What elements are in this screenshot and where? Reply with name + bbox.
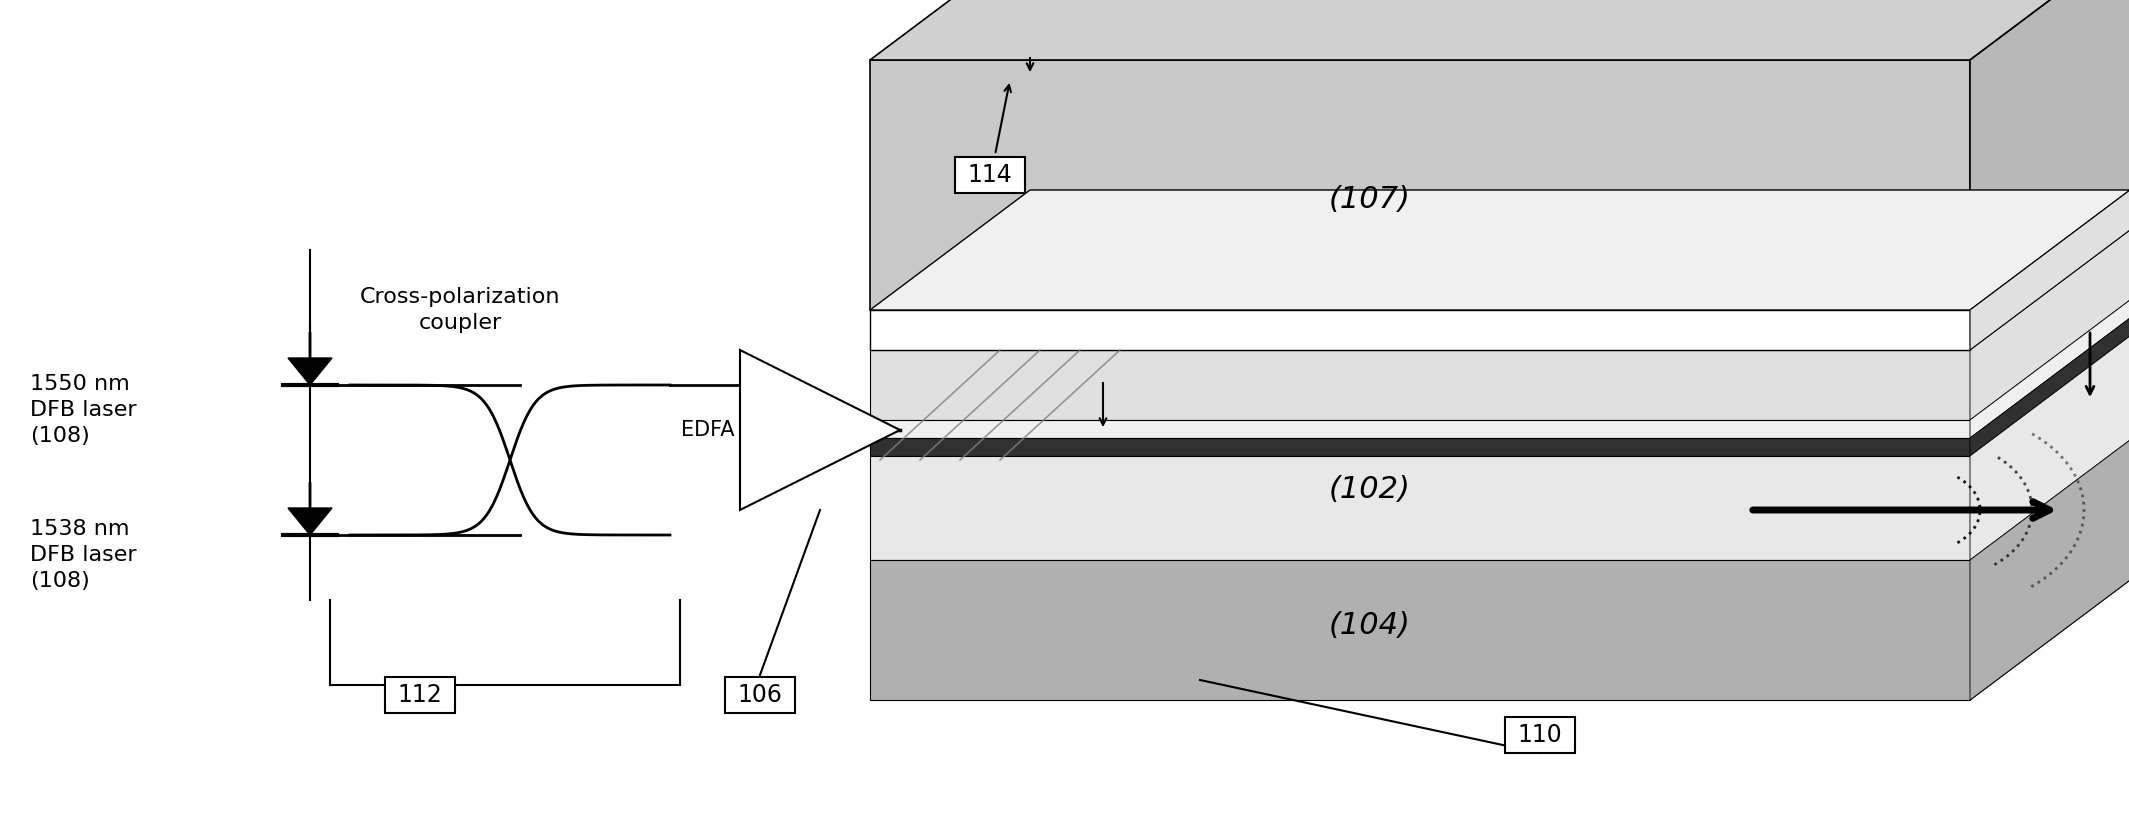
- Polygon shape: [1969, 230, 2129, 700]
- Polygon shape: [1969, 318, 2129, 456]
- Text: 106: 106: [737, 683, 783, 707]
- Polygon shape: [871, 456, 1969, 560]
- Text: (107): (107): [1328, 186, 1412, 215]
- Polygon shape: [1969, 300, 2129, 438]
- Polygon shape: [871, 420, 1969, 438]
- Polygon shape: [871, 310, 1969, 350]
- Polygon shape: [871, 190, 2129, 310]
- FancyBboxPatch shape: [956, 157, 1024, 193]
- Polygon shape: [1969, 0, 2129, 310]
- Text: 112: 112: [398, 683, 443, 707]
- Text: EDFA: EDFA: [681, 420, 735, 440]
- Polygon shape: [871, 230, 2129, 350]
- Polygon shape: [871, 60, 1969, 310]
- Text: 114: 114: [967, 163, 1013, 187]
- Polygon shape: [871, 560, 1969, 700]
- Text: 1550 nm
DFB laser
(108): 1550 nm DFB laser (108): [30, 374, 136, 447]
- Text: Cross-polarization
coupler: Cross-polarization coupler: [360, 287, 560, 333]
- Polygon shape: [871, 0, 2129, 60]
- Polygon shape: [1969, 230, 2129, 420]
- Polygon shape: [1969, 336, 2129, 560]
- Polygon shape: [871, 438, 1969, 456]
- Polygon shape: [287, 508, 332, 535]
- Text: (104): (104): [1328, 611, 1412, 640]
- Text: 110: 110: [1518, 723, 1563, 747]
- FancyBboxPatch shape: [1505, 717, 1575, 753]
- Polygon shape: [1969, 190, 2129, 350]
- Polygon shape: [1969, 440, 2129, 700]
- FancyBboxPatch shape: [726, 677, 794, 713]
- Polygon shape: [287, 358, 332, 385]
- Polygon shape: [871, 350, 1969, 420]
- FancyBboxPatch shape: [385, 677, 456, 713]
- Text: (102): (102): [1328, 476, 1412, 504]
- Text: 1538 nm
DFB laser
(108): 1538 nm DFB laser (108): [30, 518, 136, 592]
- Polygon shape: [741, 350, 901, 510]
